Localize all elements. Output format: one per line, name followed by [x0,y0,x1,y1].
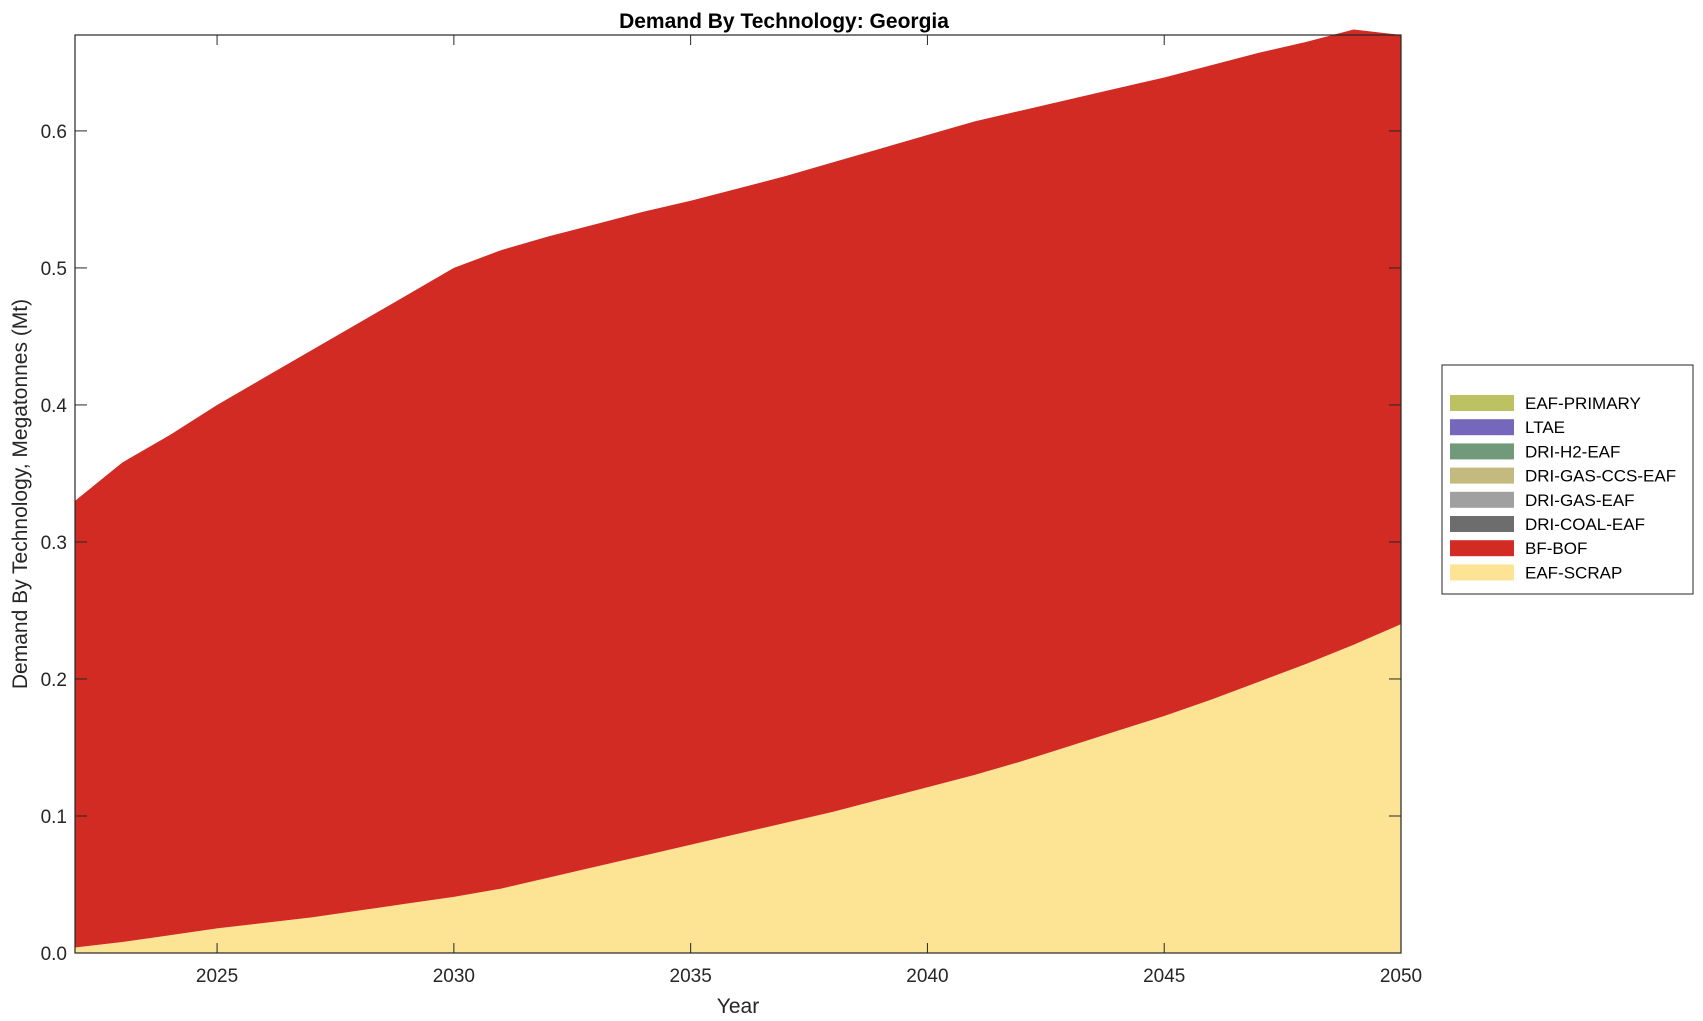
x-tick-label: 2030 [433,966,475,987]
legend-label-dri-h2-eaf: DRI-H2-EAF [1525,442,1620,461]
legend-label-dri-gas-ccs-eaf: DRI-GAS-CCS-EAF [1525,467,1676,486]
legend-swatch-eaf-primary [1450,395,1514,411]
legend-label-bf-bof: BF-BOF [1525,539,1587,558]
legend-label-eaf-scrap: EAF-SCRAP [1525,563,1622,582]
x-axis-label: Year [717,995,759,1018]
legend-label-ltae: LTAE [1525,418,1565,437]
x-tick-label: 2040 [906,966,948,987]
legend-swatch-dri-gas-eaf [1450,491,1514,508]
legend-label-eaf-primary: EAF-PRIMARY [1525,394,1641,413]
area-eaf-scrap [75,624,1401,953]
legend-label-dri-coal-eaf: DRI-COAL-EAF [1525,515,1645,534]
y-tick-label: 0.0 [41,944,67,965]
y-tick-label: 0.3 [41,533,67,554]
y-tick-label: 0.4 [41,396,68,417]
y-tick-label: 0.6 [41,122,67,143]
x-tick-label: 2050 [1380,966,1422,987]
x-tick-label: 2045 [1143,966,1185,987]
legend-swatch-eaf-scrap [1450,564,1514,581]
legend-swatch-dri-h2-eaf [1450,443,1514,460]
x-tick-label: 2025 [196,966,238,987]
y-tick-label: 0.5 [41,259,67,280]
area-bf-bof [75,29,1401,948]
legend-swatch-dri-coal-eaf [1450,516,1514,532]
legend-swatch-bf-bof [1450,540,1514,557]
x-axis: 2025 2030 2035 2040 2045 2050 [196,35,1422,987]
legend-label-dri-gas-eaf: DRI-GAS-EAF [1525,491,1635,510]
legend-swatch-ltae [1450,419,1514,436]
x-tick-label: 2035 [670,966,712,987]
legend-swatch-dri-gas-ccs-eaf [1450,467,1514,484]
areas-layer [75,29,1401,953]
y-axis-label: Demand By Technology, Megatonnes (Mt) [9,299,32,689]
chart-title: Demand By Technology: Georgia [619,10,949,33]
plot-frame [74,34,1402,954]
y-axis: 0.0 0.1 0.2 0.3 0.4 0.5 0.6 [41,122,1401,965]
y-tick-label: 0.1 [41,807,67,828]
legend: EAF-PRIMARY LTAE DRI-H2-EAF DRI-GAS-CCS-EAF… [1441,364,1694,595]
y-tick-label: 0.2 [41,670,67,691]
